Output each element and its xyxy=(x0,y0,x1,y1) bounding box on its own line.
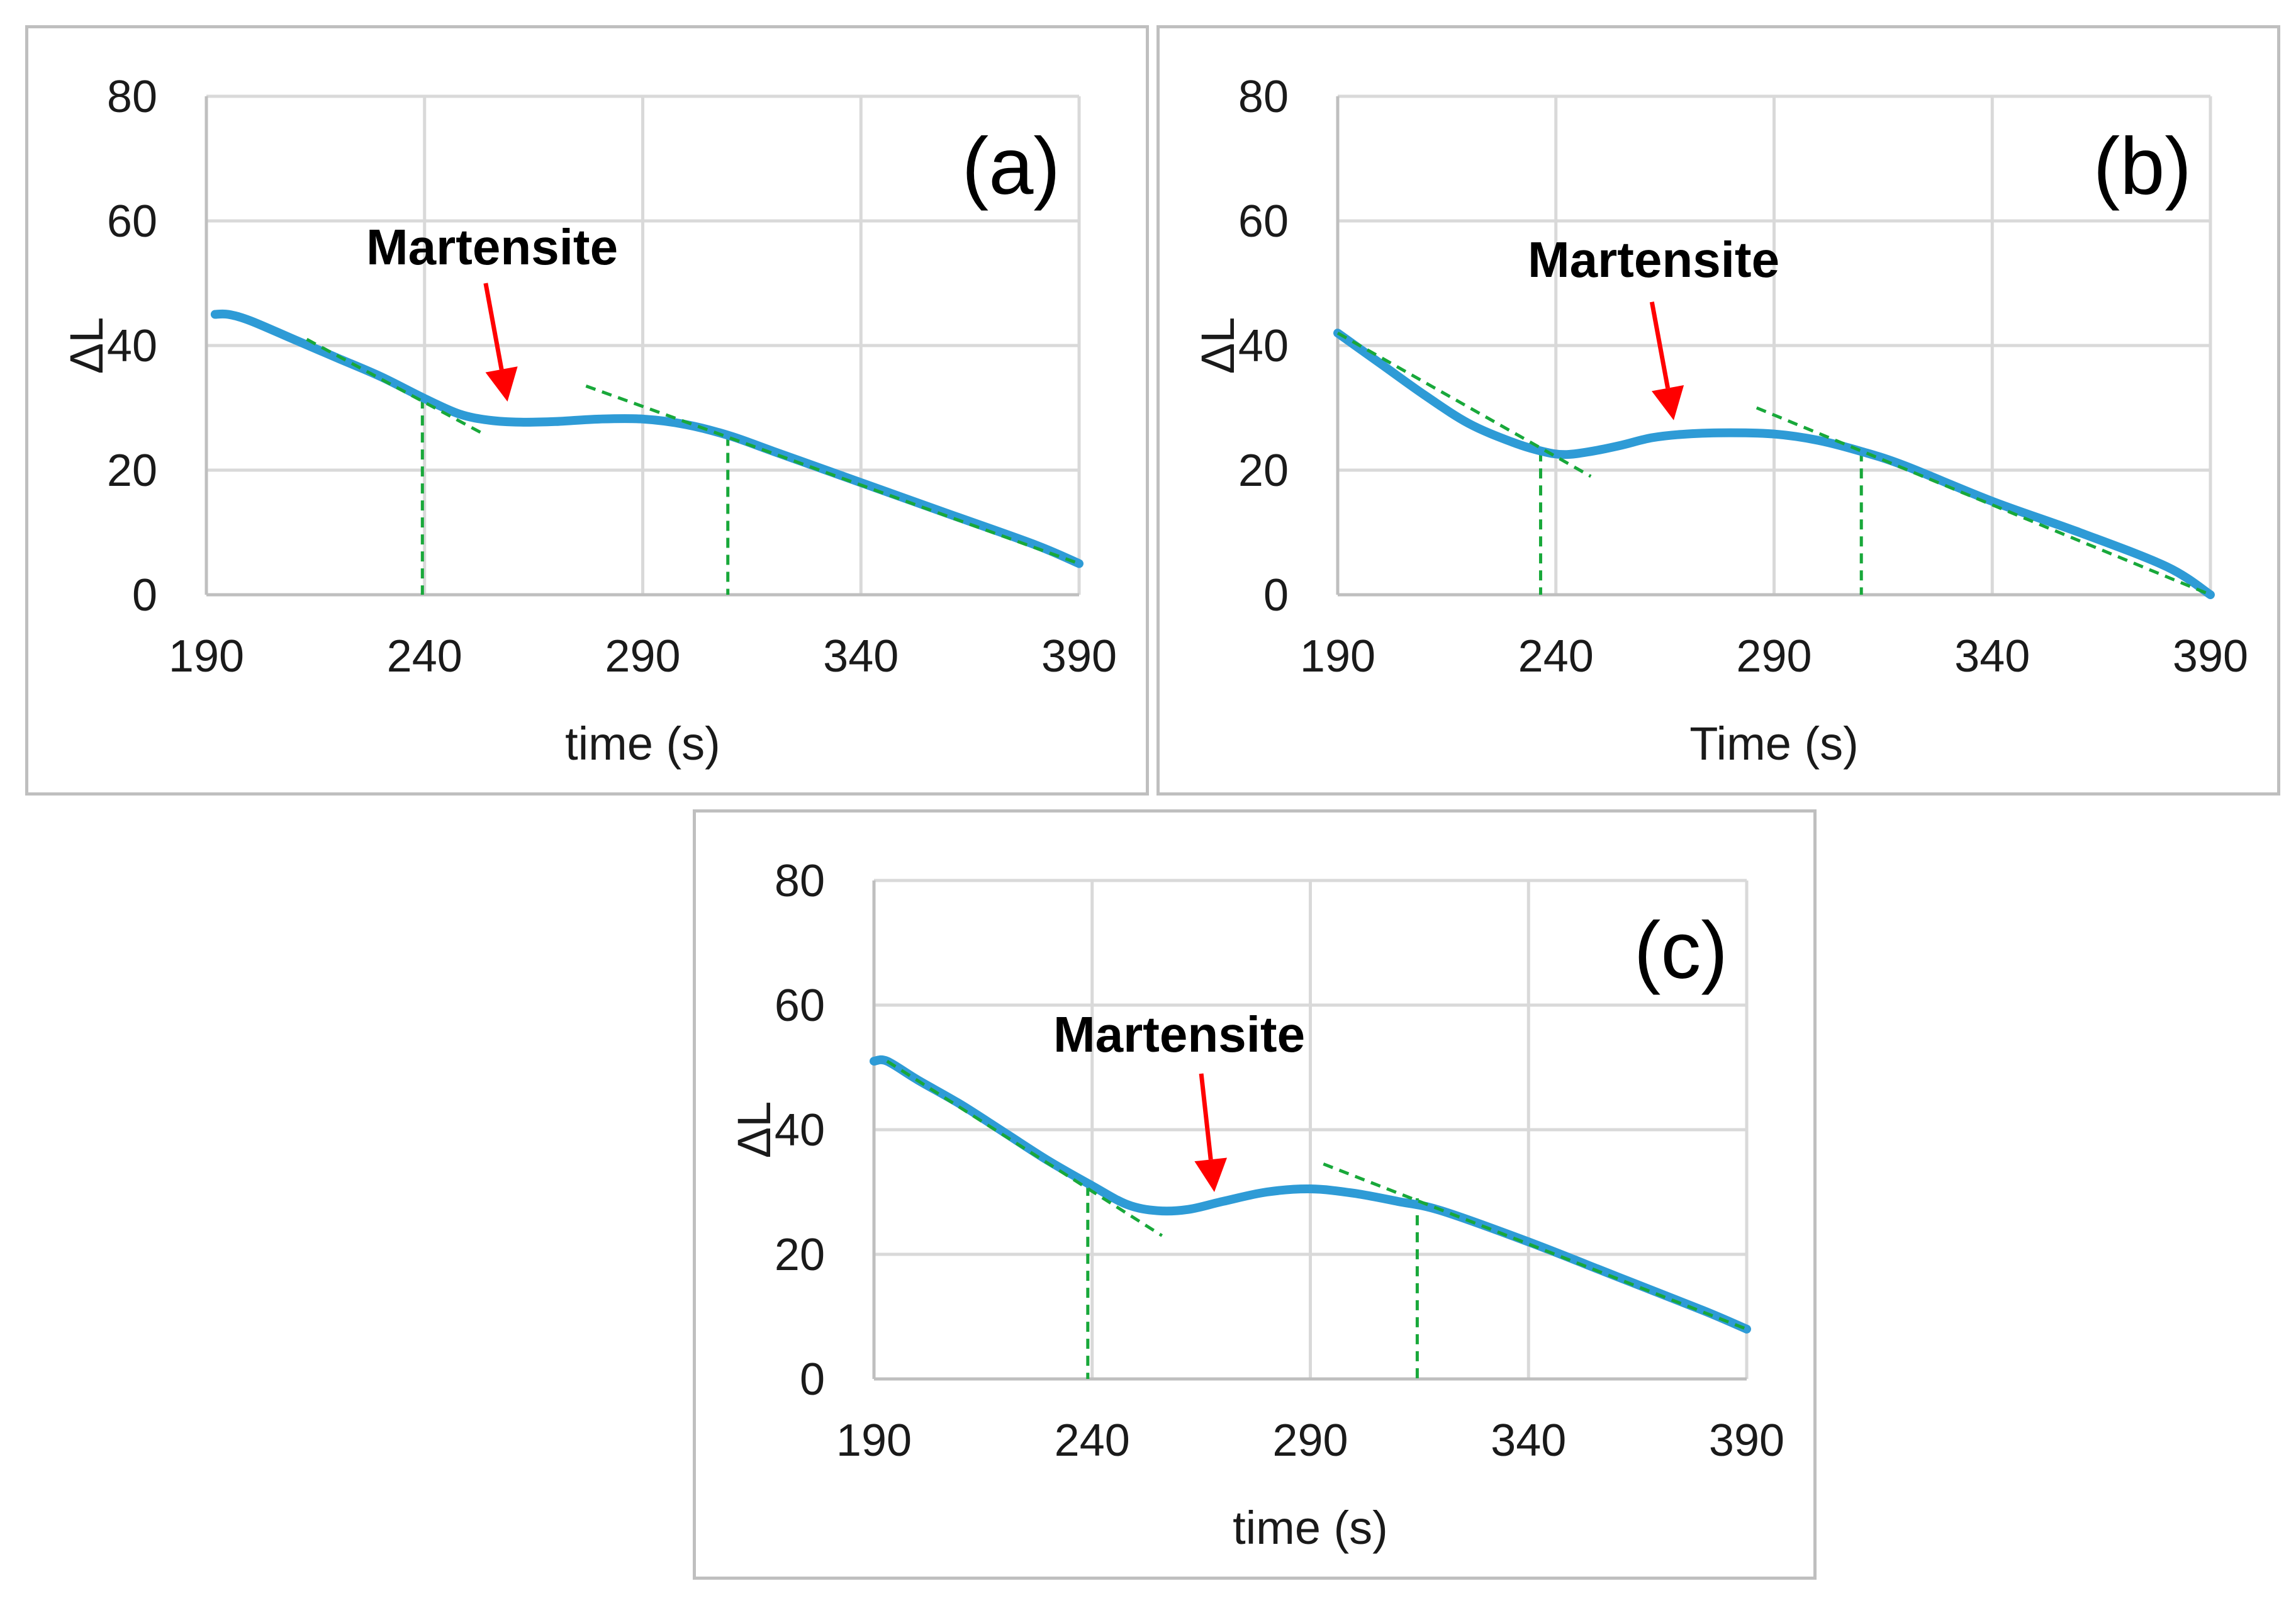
y-tick-label: 60 xyxy=(1238,196,1289,247)
y-tick-label: 40 xyxy=(1238,321,1289,371)
martensite-arrow-shaft xyxy=(1199,1073,1213,1160)
y-tick-label: 0 xyxy=(800,1354,825,1405)
x-tick-label: 340 xyxy=(1954,631,2030,682)
y-tick-label: 80 xyxy=(107,72,157,122)
delta-l-series-line xyxy=(1333,329,2215,599)
y-axis-title: ΔL xyxy=(728,1101,780,1159)
martensite-arrow-head xyxy=(1651,385,1684,420)
y-tick-label: 80 xyxy=(1238,72,1289,122)
y-axis-title: ΔL xyxy=(60,317,113,374)
x-tick-label: 340 xyxy=(1491,1415,1566,1466)
x-tick-label: 240 xyxy=(387,631,462,682)
chart-b: 190 240 290 340 390 0 20 40 60 80 Time (s) ΔL (b) Ma… xyxy=(1192,72,2248,770)
y-axis-title: ΔL xyxy=(1192,317,1244,374)
tangent-guide-line xyxy=(1323,1162,1747,1331)
chart-panel-a: 190 240 290 340 390 0 20 40 60 80 time (s) ΔL (a) Ma… xyxy=(25,25,1149,796)
chart-a: 190 240 290 340 390 0 20 40 60 80 time (s) ΔL (a) Ma… xyxy=(60,72,1117,770)
y-tick-label: 20 xyxy=(107,446,157,496)
x-tick-label: 290 xyxy=(1736,631,1812,682)
x-tick-label: 340 xyxy=(823,631,899,682)
y-tick-label: 80 xyxy=(775,856,825,906)
y-tick-label: 0 xyxy=(132,570,157,621)
panel-label: (a) xyxy=(962,121,1060,211)
y-tick-label: 60 xyxy=(107,196,157,247)
x-tick-label: 390 xyxy=(2173,631,2248,682)
x-axis-title: time (s) xyxy=(1233,1502,1388,1554)
y-tick-label: 40 xyxy=(775,1105,825,1156)
tangent-guide-line xyxy=(585,384,1080,565)
delta-l-series-line xyxy=(210,309,1084,568)
y-tick-label: 40 xyxy=(107,321,157,371)
x-tick-label: 240 xyxy=(1055,1415,1130,1466)
martensite-arrow-shaft xyxy=(483,283,504,370)
x-tick-label: 290 xyxy=(1272,1415,1348,1466)
panel-label: (c) xyxy=(1634,906,1728,996)
martensite-arrow-head xyxy=(1194,1157,1228,1192)
chart-panel-c: 190 240 290 340 390 0 20 40 60 80 time (s) ΔL (c) Ma… xyxy=(693,809,1817,1580)
x-tick-label: 240 xyxy=(1518,631,1594,682)
tangent-guide-line xyxy=(1336,332,1592,478)
x-tick-label: 190 xyxy=(169,631,244,682)
x-tick-label: 390 xyxy=(1709,1415,1784,1466)
tangent-guide-line xyxy=(1756,406,2211,597)
martensite-annotation: Martensite xyxy=(1053,1006,1305,1062)
x-tick-label: 290 xyxy=(605,631,680,682)
y-tick-label: 0 xyxy=(1263,570,1289,621)
panel-label: (b) xyxy=(2093,121,2192,211)
martensite-arrow-shaft xyxy=(1649,301,1671,389)
y-tick-label: 60 xyxy=(775,981,825,1031)
martensite-annotation: Martensite xyxy=(366,219,618,275)
x-axis-title: Time (s) xyxy=(1689,717,1859,770)
chart-c: 190 240 290 340 390 0 20 40 60 80 time (s) ΔL (c) Ma… xyxy=(728,856,1784,1554)
y-tick-label: 20 xyxy=(1238,446,1289,496)
y-tick-label: 20 xyxy=(775,1230,825,1280)
martensite-arrow-head xyxy=(485,366,518,402)
delta-l-series-line xyxy=(870,1055,1751,1334)
tangent-guide-line xyxy=(886,1059,1163,1237)
martensite-annotation: Martensite xyxy=(1528,232,1779,288)
x-tick-label: 190 xyxy=(1300,631,1375,682)
x-axis-title: time (s) xyxy=(565,717,720,770)
x-tick-label: 190 xyxy=(836,1415,912,1466)
x-tick-label: 390 xyxy=(1041,631,1117,682)
chart-panel-b: 190 240 290 340 390 0 20 40 60 80 Time (s) ΔL (b) Ma… xyxy=(1156,25,2280,796)
